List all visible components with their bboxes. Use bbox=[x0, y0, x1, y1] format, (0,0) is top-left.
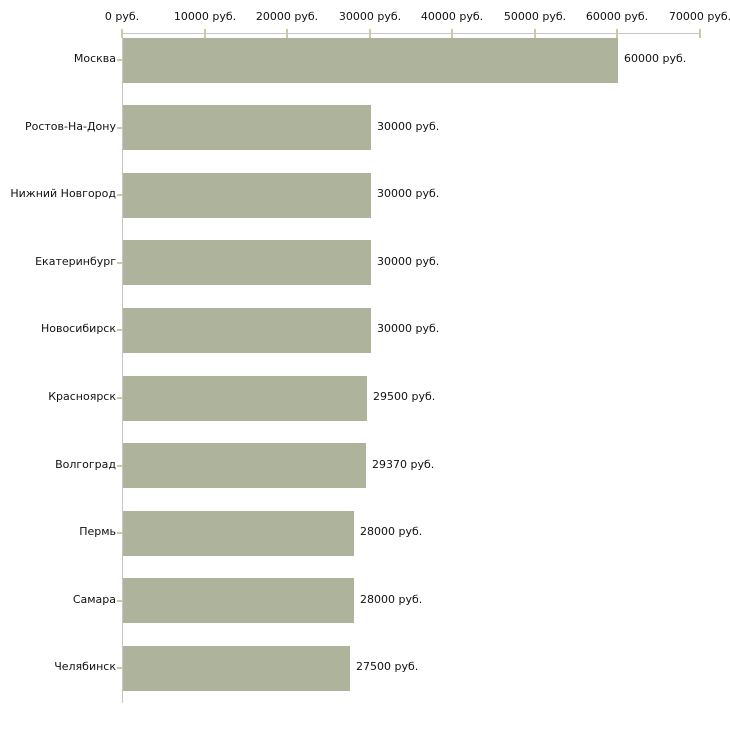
value-label: 27500 руб. bbox=[356, 660, 419, 673]
bar bbox=[123, 443, 366, 488]
category-tick-mark bbox=[117, 465, 122, 467]
bar bbox=[123, 376, 367, 421]
y-axis-line bbox=[122, 33, 123, 703]
x-tick-label: 20000 руб. bbox=[255, 10, 319, 23]
x-tick-label: 10000 руб. bbox=[173, 10, 237, 23]
x-tick-mark bbox=[121, 29, 123, 38]
bar bbox=[123, 173, 371, 218]
value-label: 60000 руб. bbox=[624, 52, 687, 65]
bar bbox=[123, 240, 371, 285]
category-tick-mark bbox=[117, 262, 122, 264]
x-tick-label: 60000 руб. bbox=[585, 10, 649, 23]
x-tick-mark bbox=[204, 29, 206, 38]
value-label: 29370 руб. bbox=[372, 458, 435, 471]
bar bbox=[123, 105, 371, 150]
value-label: 30000 руб. bbox=[377, 322, 440, 335]
category-label: Нижний Новгород bbox=[10, 187, 116, 200]
category-label: Челябинск bbox=[54, 660, 116, 673]
bar bbox=[123, 308, 371, 353]
category-label: Красноярск bbox=[48, 390, 116, 403]
category-label: Екатеринбург bbox=[35, 255, 116, 268]
value-label: 30000 руб. bbox=[377, 187, 440, 200]
bar bbox=[123, 578, 354, 623]
value-label: 28000 руб. bbox=[360, 525, 423, 538]
x-tick-label: 50000 руб. bbox=[503, 10, 567, 23]
bar bbox=[123, 646, 350, 691]
x-tick-mark bbox=[616, 29, 618, 38]
category-label: Самара bbox=[72, 593, 116, 606]
category-label: Ростов-На-Дону bbox=[24, 120, 116, 133]
category-tick-mark bbox=[117, 194, 122, 196]
x-tick-label: 70000 руб. bbox=[668, 10, 730, 23]
x-axis-line bbox=[122, 33, 701, 34]
x-tick-label: 0 руб. bbox=[104, 10, 140, 23]
category-tick-mark bbox=[117, 59, 122, 61]
x-tick-label: 30000 руб. bbox=[338, 10, 402, 23]
category-tick-mark bbox=[117, 329, 122, 331]
category-label: Новосибирск bbox=[40, 322, 116, 335]
category-label: Пермь bbox=[79, 525, 116, 538]
x-tick-mark bbox=[699, 29, 701, 38]
bar bbox=[123, 38, 618, 83]
x-tick-mark bbox=[534, 29, 536, 38]
category-tick-mark bbox=[117, 532, 122, 534]
x-tick-mark bbox=[451, 29, 453, 38]
category-tick-mark bbox=[117, 127, 122, 129]
value-label: 30000 руб. bbox=[377, 255, 440, 268]
category-label: Волгоград bbox=[55, 458, 116, 471]
x-tick-mark bbox=[369, 29, 371, 38]
value-label: 28000 руб. bbox=[360, 593, 423, 606]
x-tick-mark bbox=[286, 29, 288, 38]
category-tick-mark bbox=[117, 667, 122, 669]
category-tick-mark bbox=[117, 397, 122, 399]
bar bbox=[123, 511, 354, 556]
value-label: 30000 руб. bbox=[377, 120, 440, 133]
category-label: Москва bbox=[73, 52, 116, 65]
category-tick-mark bbox=[117, 600, 122, 602]
x-tick-label: 40000 руб. bbox=[420, 10, 484, 23]
value-label: 29500 руб. bbox=[373, 390, 436, 403]
